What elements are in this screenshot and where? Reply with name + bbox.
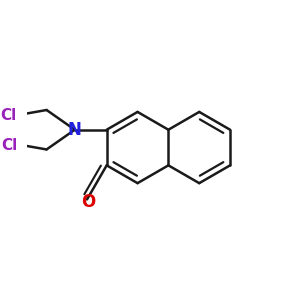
Text: O: O: [81, 193, 95, 211]
Text: N: N: [68, 121, 82, 139]
Text: Cl: Cl: [0, 109, 16, 124]
Text: Cl: Cl: [1, 138, 17, 153]
